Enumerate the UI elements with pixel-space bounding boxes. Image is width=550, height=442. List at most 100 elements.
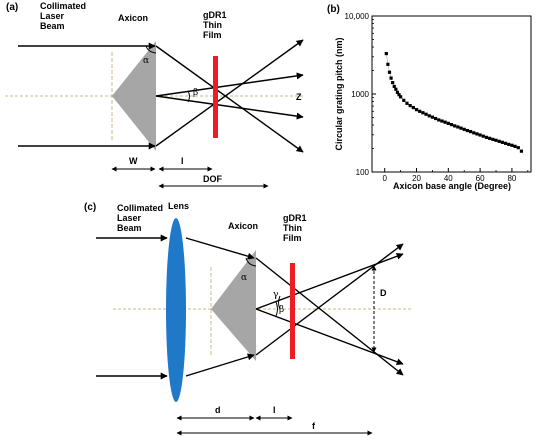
data-point <box>384 51 388 56</box>
gamma-arc <box>278 295 281 310</box>
data-point <box>386 62 390 66</box>
c-axicon-label: Axicon <box>228 221 258 231</box>
data-point <box>402 98 406 102</box>
y-axis-label: Circular grating pitch (nm) <box>334 37 344 150</box>
dd-label: d <box>215 405 221 415</box>
data-point <box>443 120 447 124</box>
y-tick-label: 1000 <box>351 90 369 99</box>
panel-c-label: (c) <box>84 202 96 213</box>
c-alpha-arc <box>245 257 257 267</box>
data-point <box>440 119 444 123</box>
d-label: D <box>380 288 387 298</box>
data-point <box>519 149 524 153</box>
panel-b-label: (b) <box>327 4 340 15</box>
beam-label-line2: Laser <box>40 11 65 21</box>
c-beta-arc <box>275 301 278 317</box>
data-point <box>387 70 392 74</box>
alpha-arc <box>145 45 157 54</box>
data-point <box>453 124 457 128</box>
c-thin-film <box>290 263 295 359</box>
c-l-label: l <box>273 405 276 415</box>
data-point <box>468 129 473 134</box>
c-beta-symbol: β <box>279 305 284 315</box>
z-axis-label: Z <box>296 92 302 102</box>
axicon-label: Axicon <box>118 13 148 23</box>
c-beam-label-line2: Laser <box>117 213 142 223</box>
data-point <box>484 135 489 139</box>
c-film-label-line1: gDR1 <box>283 213 307 223</box>
data-point <box>478 133 482 137</box>
data-point <box>427 114 431 118</box>
panel-a-label: (a) <box>6 2 18 13</box>
data-point <box>491 137 495 141</box>
gamma-symbol: γ <box>273 290 278 300</box>
f-label: f <box>312 421 316 431</box>
x-tick-label: 20 <box>412 174 421 183</box>
data-point <box>510 143 514 147</box>
panel-c: (c) Collimated Laser Beam Lens Axicon gD… <box>84 201 412 436</box>
c-ray-center-down <box>255 308 404 366</box>
data-point <box>494 138 498 142</box>
data-point <box>481 134 485 138</box>
l-label: l <box>181 156 184 166</box>
data-point <box>503 141 508 145</box>
ray-lens-axicon-top <box>185 237 255 260</box>
c-film-label-line3: Film <box>283 233 302 243</box>
data-point <box>418 109 422 113</box>
data-point <box>500 140 504 144</box>
data-point <box>513 144 517 148</box>
ray-bottom-up <box>155 39 304 147</box>
lens-label: Lens <box>168 201 189 211</box>
data-point <box>414 108 419 112</box>
data-point <box>507 142 511 146</box>
thin-film <box>213 56 218 138</box>
beam-label-line1: Collimated <box>40 1 86 11</box>
ray-lens-axicon-bottom <box>185 353 255 377</box>
lens <box>166 218 186 402</box>
y-ticks: 100 1000 10,000 <box>345 12 376 177</box>
beta-arc <box>187 90 190 103</box>
axicon <box>112 41 156 151</box>
data-point <box>446 121 450 125</box>
c-beam-label-line1: Collimated <box>117 203 163 213</box>
ray-center-up <box>155 72 304 97</box>
c-ray-center-up <box>255 252 404 310</box>
plot-frame <box>371 15 532 173</box>
data-point <box>408 104 412 108</box>
data-point <box>462 127 466 131</box>
panel-a: (a) Collimated Laser Beam Axicon gDR1 Th… <box>5 1 305 189</box>
data-point <box>421 111 425 115</box>
data-point <box>449 123 454 127</box>
data-point <box>437 118 441 122</box>
data-point <box>411 105 415 110</box>
film-label-line2: Thin <box>203 20 222 30</box>
alpha-symbol: α <box>143 56 149 66</box>
panel-b: (b) 100 1000 10,000 0 20 40 60 80 Axicon base … <box>327 4 532 191</box>
dof-label: DOF <box>203 174 223 184</box>
x-axis-label: Axicon base angle (Degree) <box>393 181 511 191</box>
film-label-line3: Film <box>203 30 222 40</box>
c-film-label-line2: Thin <box>283 223 302 233</box>
data-point <box>430 115 435 119</box>
ray-center-down <box>155 95 304 120</box>
data-point <box>434 116 438 121</box>
x-tick-label: 0 <box>382 174 387 183</box>
beam-label-line3: Beam <box>40 21 65 31</box>
data-point <box>395 90 400 94</box>
data-point <box>456 125 460 129</box>
c-axicon <box>211 250 256 361</box>
ray-top-down <box>155 45 304 153</box>
x-tick-label: 80 <box>507 174 516 183</box>
data-point <box>516 146 520 150</box>
data-point <box>391 81 395 85</box>
data-point <box>392 84 396 89</box>
data-points <box>384 51 524 153</box>
data-point <box>488 136 492 140</box>
x-tick-label: 60 <box>476 174 485 183</box>
data-point <box>394 87 398 91</box>
film-label-line1: gDR1 <box>203 10 227 20</box>
data-point <box>497 139 501 143</box>
data-point <box>465 128 469 133</box>
x-ticks: 0 20 40 60 80 <box>382 168 529 183</box>
